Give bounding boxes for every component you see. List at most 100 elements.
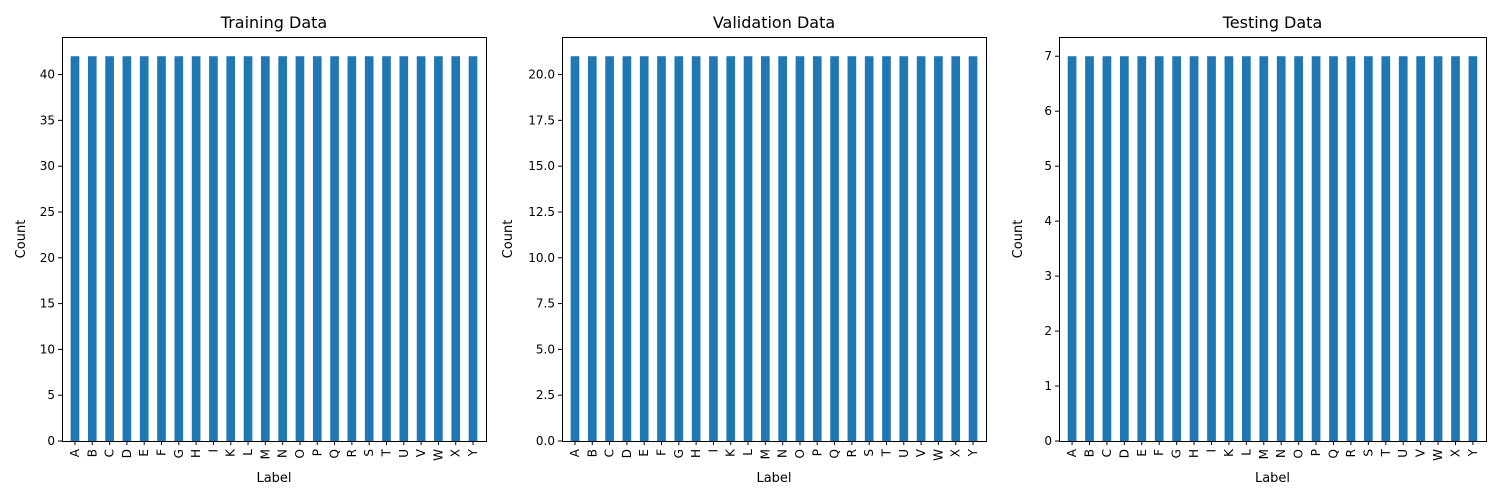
x-tick-label: K (1222, 448, 1236, 457)
x-tick-label: Q (828, 449, 842, 458)
bar-R (347, 56, 357, 441)
bar-S (364, 56, 374, 441)
x-tick-label: S (1361, 449, 1375, 457)
bar-U (899, 56, 909, 441)
x-tick-label: D (120, 449, 134, 458)
y-tick-label: 4 (1044, 214, 1052, 228)
bar-M (261, 56, 270, 441)
x-axis-label: Label (1255, 471, 1290, 486)
bar-U (399, 56, 409, 441)
x-tick-label: U (897, 449, 911, 458)
x-tick-label: T (379, 448, 393, 457)
x-tick-label: V (914, 448, 928, 457)
bar-E (639, 56, 649, 441)
bar-P (1311, 56, 1321, 441)
x-tick-label: H (1187, 449, 1201, 458)
y-tick-label: 1 (1044, 379, 1052, 393)
bar-Q (330, 56, 339, 441)
x-tick-label: R (345, 449, 359, 457)
x-tick-label: O (293, 449, 307, 458)
x-tick-label: P (310, 449, 324, 456)
bar-I (209, 56, 218, 441)
y-tick-label: 5 (47, 388, 55, 402)
bar-O (795, 56, 805, 441)
y-axis-label: Count (1011, 220, 1026, 259)
x-tick-label: N (776, 449, 790, 458)
x-tick-label: E (1135, 449, 1149, 457)
y-tick-label: 17.5 (528, 113, 555, 127)
x-tick-label: A (568, 448, 582, 457)
y-tick-label: 35 (40, 113, 55, 127)
x-tick-label: L (241, 449, 255, 456)
x-tick-label: C (1100, 449, 1114, 457)
x-tick-label: I (706, 449, 720, 453)
y-axis-label: Count (14, 220, 29, 259)
x-tick-label: E (137, 449, 151, 457)
bar-L (743, 56, 753, 441)
bar-B (87, 56, 97, 441)
y-tick-label: 2 (1044, 324, 1052, 338)
y-tick-label: 40 (40, 68, 55, 82)
x-tick-label: Q (328, 449, 342, 458)
x-tick-label: I (1205, 449, 1219, 453)
bar-W (434, 56, 443, 441)
x-tick-label: W (1431, 449, 1445, 461)
x-tick-label: S (862, 449, 876, 457)
x-tick-label: A (68, 448, 82, 457)
x-tick-label: U (397, 449, 411, 458)
x-tick-label: F (155, 449, 169, 456)
x-tick-label: F (1152, 449, 1166, 456)
y-tick-label: 25 (40, 205, 55, 219)
bar-N (278, 56, 287, 441)
y-tick-label: 30 (40, 159, 55, 173)
bar-S (1364, 56, 1373, 441)
y-tick-label: 7 (1044, 49, 1052, 63)
chart-title: Validation Data (713, 13, 835, 32)
y-ticks: 0.0 2.5 5.0 7.5 10.0 12.5 15.0 17.5 20.0 (528, 68, 562, 448)
x-tick-label: S (362, 449, 376, 457)
x-tick-label: C (103, 449, 117, 457)
chart-title: Training Data (220, 13, 327, 32)
bar-M (1259, 56, 1269, 441)
x-tick-label: D (620, 449, 634, 458)
x-tick-label: V (1414, 448, 1428, 457)
bar-Y (1468, 56, 1478, 441)
bar-P (812, 56, 822, 441)
y-ticks: 0 1 2 3 4 5 6 7 (1044, 49, 1059, 448)
x-tick-label: C (603, 449, 617, 457)
y-tick-label: 20.0 (528, 68, 555, 82)
bar-T (882, 56, 891, 441)
y-tick-label: 15.0 (528, 159, 555, 173)
x-tick-label: P (810, 449, 824, 456)
bar-W (934, 56, 943, 441)
x-tick-label: P (1309, 449, 1323, 456)
y-tick-label: 15 (40, 297, 55, 311)
y-tick-label: 6 (1044, 104, 1052, 118)
bar-X (1451, 56, 1460, 441)
x-tick-label: G (672, 449, 686, 458)
x-tick-label: W (431, 449, 445, 461)
y-tick-label: 3 (1044, 269, 1052, 283)
y-tick-label: 10 (40, 342, 55, 356)
x-tick-label: A (1065, 448, 1079, 457)
x-tick-label: U (1396, 449, 1410, 458)
bar-Q (1329, 56, 1338, 441)
bar-R (847, 56, 857, 441)
x-tick-label: Y (1466, 448, 1480, 457)
x-tick-label: Y (966, 448, 980, 457)
bar-L (243, 56, 253, 441)
bar-U (1398, 56, 1408, 441)
x-tick-label: M (758, 449, 772, 459)
x-tick-label: B (1083, 449, 1097, 457)
bar-B (587, 56, 597, 441)
x-tick-label: W (931, 449, 945, 461)
bar-D (122, 56, 132, 441)
y-tick-label: 10.0 (528, 251, 555, 265)
x-tick-label: G (1170, 449, 1184, 458)
bar-V (416, 56, 426, 441)
bar-F (1154, 56, 1164, 441)
